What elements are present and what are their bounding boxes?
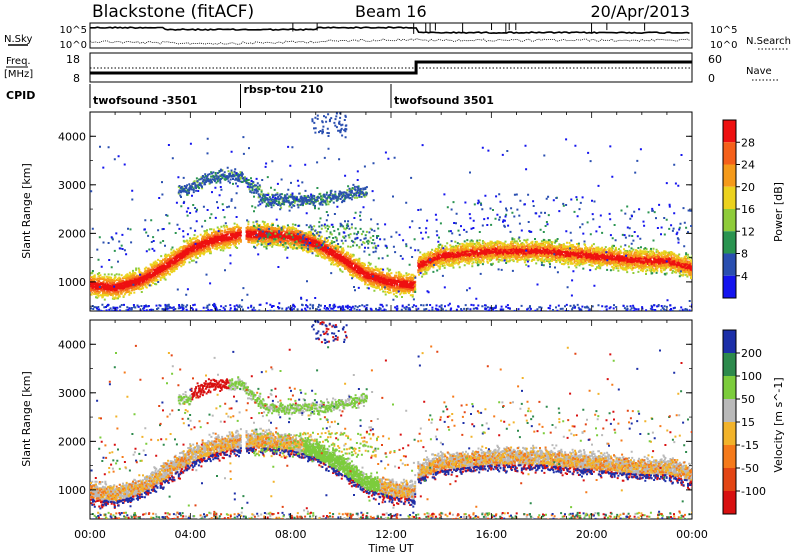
colorbar-tick-label: 4 — [741, 270, 748, 283]
x-tick-label: 00:00 — [74, 528, 106, 541]
colorbar-tick-label: 100 — [741, 370, 762, 383]
colorbar-tick-label: 200 — [741, 347, 762, 360]
noise-tick-left-high: 10^5 — [60, 25, 87, 36]
colorbar-swatch — [723, 376, 736, 399]
plot-title: Blackstone (fitACF) — [92, 2, 254, 22]
colorbar-tick-label: 16 — [741, 203, 755, 216]
y-tick-label: 3000 — [58, 387, 86, 400]
cpid-row: twofsound -3501 rbsp-tou 210 twofsound 350… — [89, 83, 494, 108]
freq-label: Freq. — [6, 56, 31, 67]
velocity-ylabel: Slant Range [km] — [20, 371, 33, 467]
colorbar-swatch — [723, 445, 736, 468]
colorbar-tick-label: -100 — [741, 485, 766, 498]
velocity-scatter — [90, 320, 692, 519]
y-tick-label: 2000 — [58, 435, 86, 448]
colorbar-tick-label: 28 — [741, 136, 755, 149]
nsearch-label: N.Search — [746, 36, 791, 47]
velocity-y-axis: 1000 2000 3000 4000 — [58, 319, 693, 519]
velocity-colorbar: 200 100 50 15 -15 -50 -100 — [722, 329, 766, 515]
y-tick-label: 1000 — [58, 276, 86, 289]
colorbar-swatch — [723, 120, 736, 143]
colorbar-tick-label: -50 — [741, 462, 759, 475]
noise-tick-right-high: 10^5 — [710, 25, 737, 36]
colorbar-swatch — [723, 491, 736, 514]
mhz-label: [MHz] — [4, 69, 33, 80]
power-y-axis: 1000 2000 3000 4000 — [58, 111, 693, 311]
power-ylabel: Slant Range [km] — [20, 163, 33, 259]
velocity-panel: 1000 2000 3000 4000 Slant Range [km] — [20, 319, 693, 520]
noise-traces — [89, 23, 690, 45]
nave-label: Nave — [746, 66, 772, 77]
noise-sky-trace — [90, 26, 690, 35]
colorbar-swatch — [723, 142, 736, 165]
x-tick-label: 00:00 — [676, 528, 708, 541]
cpid-label: CPID — [6, 89, 35, 102]
y-tick-label: 2000 — [58, 227, 86, 240]
y-tick-label: 1000 — [58, 484, 86, 497]
colorbar-swatch — [723, 209, 736, 232]
power-colorbar-label: Power [dB] — [772, 182, 785, 242]
colorbar-tick-label: 50 — [741, 393, 755, 406]
scatter-points — [90, 230, 692, 292]
colorbar-tick-label: 20 — [741, 181, 755, 194]
x-tick-label: 08:00 — [275, 528, 307, 541]
x-axis-label: Time UT — [367, 542, 413, 554]
time-x-axis: 00:00 04:00 08:00 12:00 16:00 20:00 00:00 — [74, 528, 708, 541]
y-tick-label: 3000 — [58, 179, 86, 192]
x-tick-label: 04:00 — [174, 528, 206, 541]
power-scatter — [90, 112, 692, 311]
colorbar-swatch — [723, 164, 736, 187]
colorbar-swatch — [723, 231, 736, 254]
colorbar-swatch — [723, 186, 736, 209]
date-label: 20/Apr/2013 — [590, 2, 690, 21]
colorbar-tick-label: -15 — [741, 439, 759, 452]
freq-tick-right-low: 0 — [708, 72, 715, 85]
colorbar-tick-label: 24 — [741, 159, 755, 172]
colorbar-swatch — [723, 330, 736, 353]
colorbar-swatch — [723, 422, 736, 445]
colorbar-tick-label: 15 — [741, 416, 755, 429]
colorbar-swatch — [723, 468, 736, 491]
x-tick-label: 12:00 — [375, 528, 407, 541]
power-panel: 1000 2000 3000 4000 Slant Range [km] — [20, 111, 693, 312]
power-colorbar: 28 24 20 16 12 8 4 — [722, 119, 755, 299]
freq-tick-left-high: 18 — [66, 53, 80, 66]
x-tick-label: 20:00 — [576, 528, 608, 541]
freq-tick-right-high: 60 — [708, 53, 722, 66]
colorbar-swatch — [723, 275, 736, 298]
velocity-colorbar-label: Velocity [m s^-1] — [772, 377, 785, 472]
noise-search-trace — [89, 38, 690, 45]
colorbar-swatch — [723, 353, 736, 376]
y-tick-label: 4000 — [58, 130, 86, 143]
x-tick-label: 16:00 — [475, 528, 507, 541]
colorbar-tick-label: 8 — [741, 248, 748, 261]
cpid-segment-label: rbsp-tou 210 — [244, 83, 324, 96]
noise-tick-right-low: 10^0 — [710, 40, 737, 51]
colorbar-swatch — [723, 399, 736, 422]
scatter-points — [90, 346, 692, 519]
nsky-label: N.Sky — [4, 34, 32, 45]
colorbar-tick-label: 12 — [741, 225, 755, 238]
noise-panel-frame — [89, 22, 693, 49]
freq-tick-left-low: 8 — [73, 72, 80, 85]
y-tick-label: 4000 — [58, 338, 86, 351]
scatter-points — [90, 222, 692, 300]
scatter-points — [90, 225, 692, 296]
cpid-segment-label: twofsound 3501 — [394, 94, 494, 107]
freq-traces — [90, 60, 692, 75]
colorbar-swatch — [723, 253, 736, 276]
cpid-segment-label: twofsound -3501 — [93, 94, 197, 107]
noise-tick-left-low: 10^0 — [60, 40, 87, 51]
beam-label: Beam 16 — [355, 2, 427, 21]
